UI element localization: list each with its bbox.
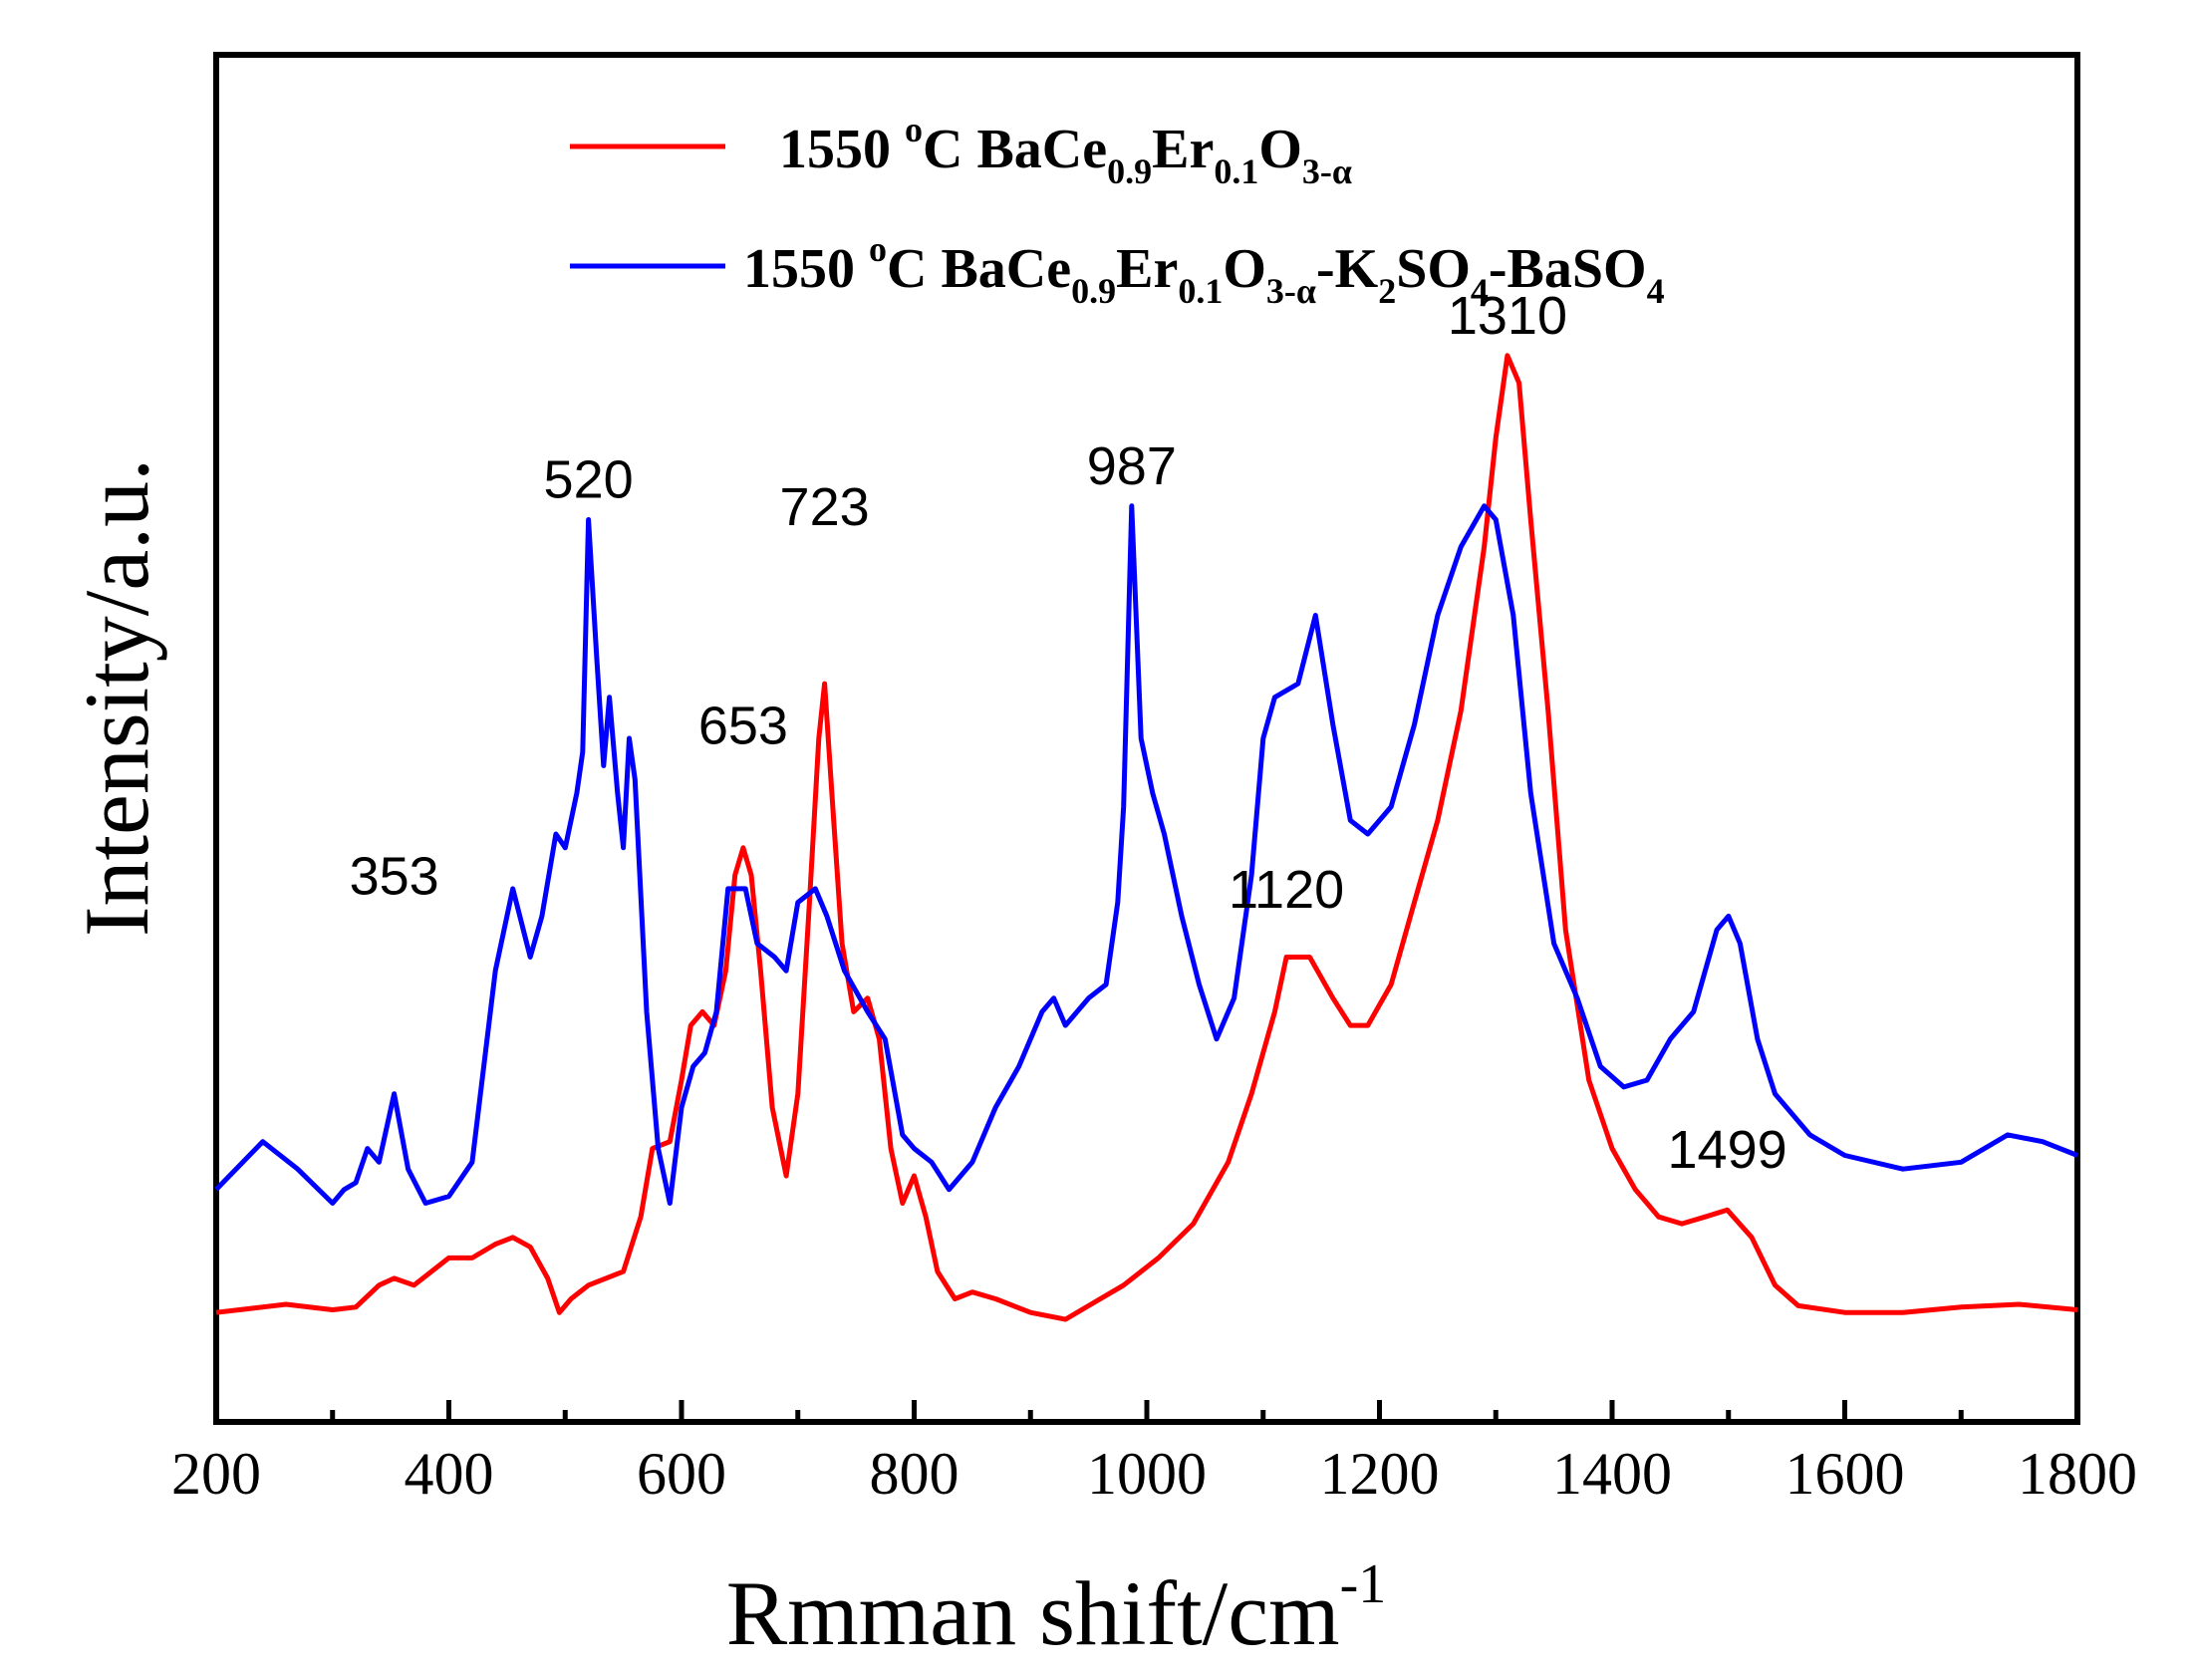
y-axis-title: Intensity/a.u. xyxy=(66,458,167,937)
series-line-2 xyxy=(214,503,2078,1206)
x-tick-label: 200 xyxy=(171,1441,261,1507)
peak-label: 520 xyxy=(544,449,634,509)
x-axis-title: Rmman shift/cm-1 xyxy=(726,1553,1387,1664)
x-tick-label: 1800 xyxy=(2018,1441,2137,1507)
x-tick-label: 1200 xyxy=(1320,1441,1440,1507)
x-axis-ticks: 200 400 600 800 1000 1200 1400 1600 1800 xyxy=(171,1400,2137,1507)
x-axis-title-superscript: -1 xyxy=(1340,1553,1387,1615)
peak-label: 1120 xyxy=(1229,860,1344,920)
x-axis-title-main: Rmman shift/cm xyxy=(726,1562,1340,1664)
x-tick-label: 1400 xyxy=(1552,1441,1672,1507)
x-tick-label: 600 xyxy=(637,1441,726,1507)
peak-label: 353 xyxy=(350,846,439,906)
peak-label: 653 xyxy=(698,696,788,755)
peak-annotations: 353 520 653 723 987 1120 1310 1499 xyxy=(350,286,1787,1180)
x-tick-label: 1600 xyxy=(1785,1441,1905,1507)
legend-label-2: 1550 oC BaCe0.9Er0.1O3-α-K2SO4-BaSO4 xyxy=(743,229,1665,311)
series-layer xyxy=(214,353,2078,1322)
series-line-1 xyxy=(215,353,2078,1322)
legend-label-1: 1550 oC BaCe0.9Er0.1O3-α xyxy=(779,110,1352,191)
peak-label: 1310 xyxy=(1448,286,1567,346)
x-tick-label: 1000 xyxy=(1087,1441,1207,1507)
x-tick-label: 800 xyxy=(870,1441,959,1507)
peak-label: 723 xyxy=(780,477,870,537)
x-tick-label: 400 xyxy=(405,1441,494,1507)
peak-label: 987 xyxy=(1087,436,1177,496)
peak-label: 1499 xyxy=(1668,1120,1787,1180)
legend: 1550 oC BaCe0.9Er0.1O3-α 1550 oC BaCe0.9E… xyxy=(570,110,1665,311)
